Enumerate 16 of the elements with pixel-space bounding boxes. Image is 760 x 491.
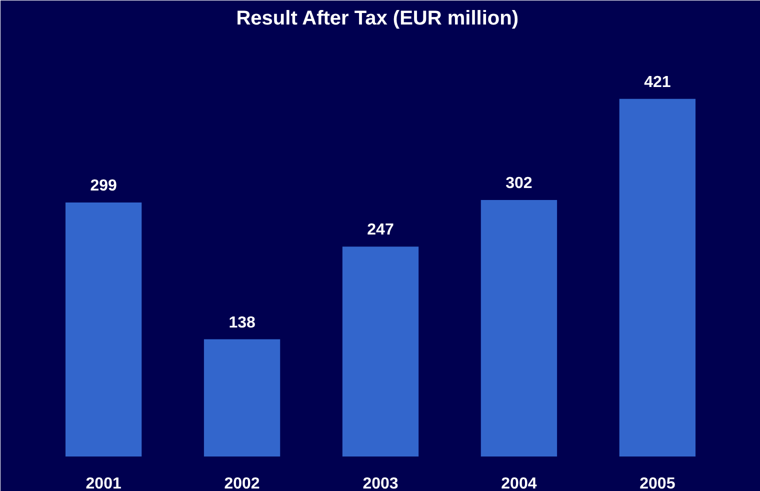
chart-title: Result After Tax (EUR million)	[236, 8, 518, 30]
bar	[619, 98, 696, 456]
bar	[66, 202, 142, 456]
data-label: 421	[644, 74, 671, 91]
x-tick-label: 2002	[224, 476, 260, 491]
x-tick-label: 2001	[86, 476, 122, 491]
bar	[342, 246, 419, 456]
bar	[480, 200, 558, 456]
data-label: 299	[90, 178, 118, 195]
data-label: 247	[367, 222, 394, 239]
x-tick-label: 2003	[362, 476, 398, 491]
x-tick-label: 2004	[501, 476, 537, 491]
data-label: 302	[506, 174, 532, 192]
data-label: 138	[228, 314, 256, 332]
bar	[204, 339, 280, 456]
x-tick-label: 2005	[640, 476, 676, 491]
